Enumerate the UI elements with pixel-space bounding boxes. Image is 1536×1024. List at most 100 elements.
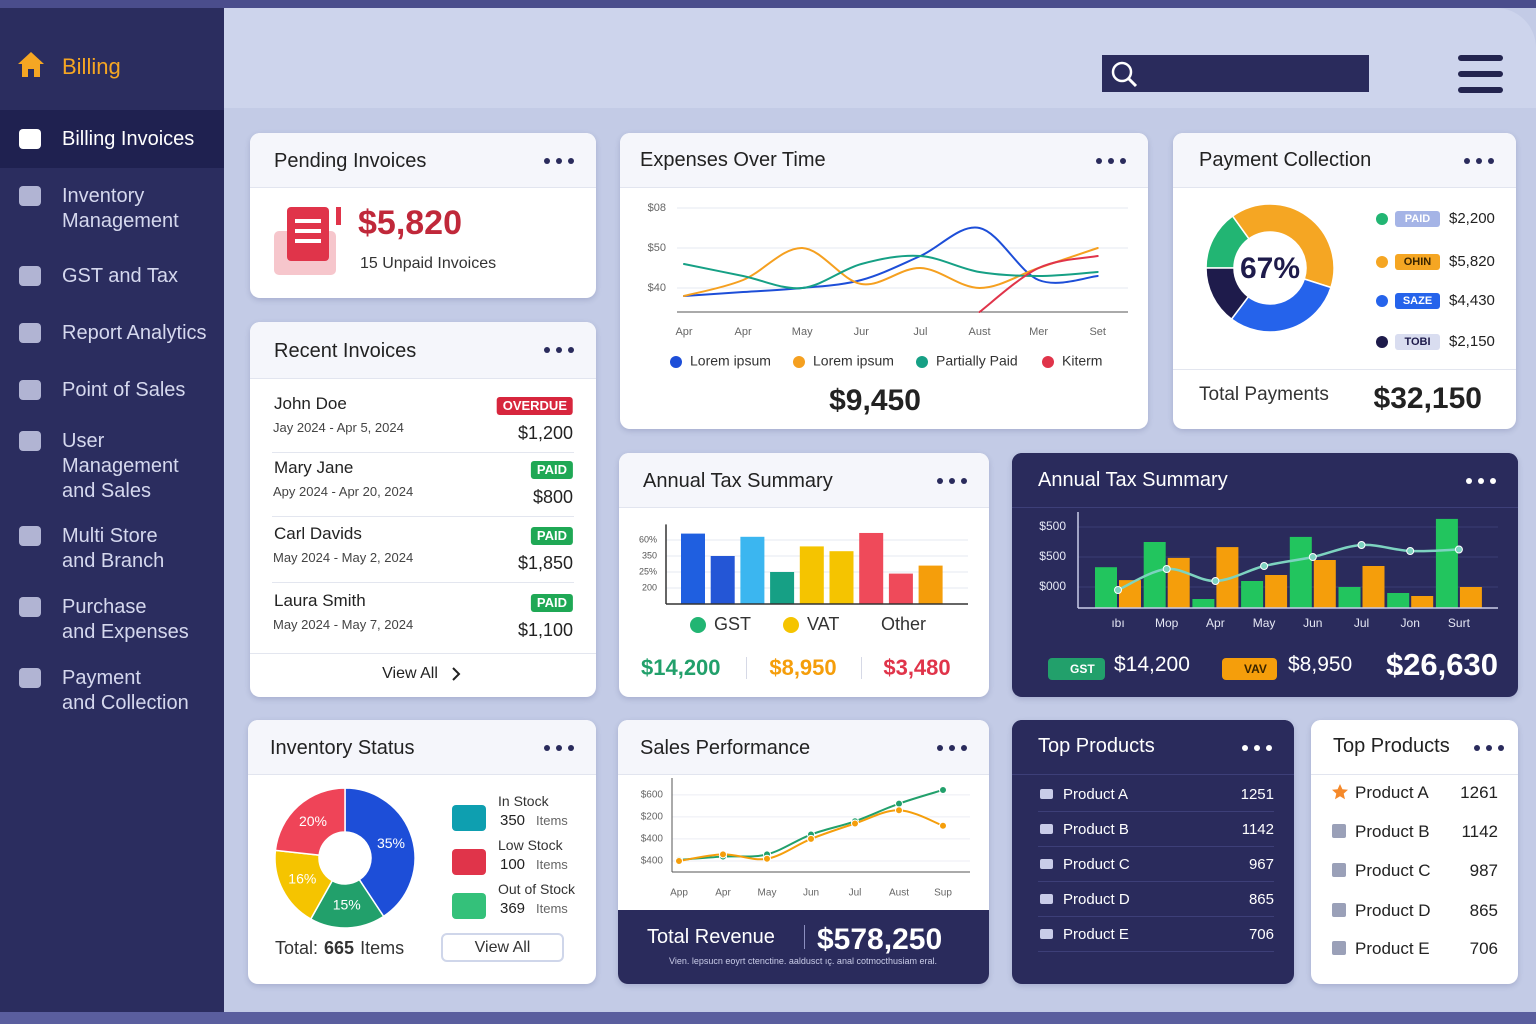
x-tick-label: Set bbox=[1089, 326, 1106, 338]
donut-slice bbox=[1205, 267, 1250, 321]
chart: $400 $400 $200 $600 App Apr May Jun Jul Aust Sup bbox=[641, 778, 970, 899]
more-menu[interactable] bbox=[544, 745, 574, 751]
menu-dot bbox=[1120, 158, 1126, 164]
x-tick-label: Jul bbox=[913, 326, 927, 338]
menu-button[interactable] bbox=[1458, 55, 1503, 93]
legend-label: Kiterm bbox=[1062, 353, 1102, 369]
chart: $000 $500 $500 ıbı Mop Apr May Jun Jul Jon Surt bbox=[1039, 512, 1498, 630]
expenses-card: Expenses Over Time $40 $50 $08 Apr Apr May Jur… bbox=[620, 133, 1148, 429]
bar bbox=[859, 532, 884, 604]
more-menu[interactable] bbox=[544, 347, 574, 353]
expenses-total: $9,450 bbox=[829, 384, 921, 417]
more-menu[interactable] bbox=[937, 745, 967, 751]
view-all-link[interactable]: View All bbox=[382, 665, 438, 682]
menu-icon bbox=[19, 526, 41, 546]
legend-value: $5,820 bbox=[1449, 253, 1495, 270]
bottom-stripe bbox=[0, 1012, 1536, 1024]
bar bbox=[1387, 593, 1410, 608]
card-header: Annual Tax Summary bbox=[1012, 453, 1518, 508]
x-tick-label: Sup bbox=[934, 888, 952, 899]
x-tick-label: May bbox=[758, 888, 777, 899]
legend-swatch bbox=[1376, 295, 1388, 307]
menu-item-label: GST and Tax bbox=[62, 264, 178, 287]
legend-count: 350 bbox=[500, 811, 526, 829]
search-icon bbox=[1111, 61, 1138, 88]
more-menu[interactable] bbox=[1242, 745, 1272, 751]
legend-swatch bbox=[916, 356, 928, 368]
x-tick-label: May bbox=[1253, 616, 1276, 630]
inventory-status-card: Inventory Status 35% 15% 16% 20% In Stock 350… bbox=[248, 720, 596, 984]
card-header: Top Products bbox=[1012, 720, 1294, 775]
x-tick-label: ıbı bbox=[1111, 616, 1124, 630]
menu-dot bbox=[1488, 158, 1494, 164]
invoice-dates: May 2024 - May 2, 2024 bbox=[273, 550, 414, 565]
menu-icon bbox=[19, 597, 41, 617]
legend-label: In Stock bbox=[498, 793, 549, 809]
menu-icon bbox=[19, 380, 41, 400]
status-badge: PAID bbox=[530, 527, 573, 545]
x-tick-label: Jur bbox=[854, 326, 870, 338]
more-menu[interactable] bbox=[544, 158, 574, 164]
product-name: Product B bbox=[1355, 821, 1430, 841]
menu-dot bbox=[556, 158, 562, 164]
legend-label: Lorem ipsum bbox=[813, 353, 894, 369]
line-point bbox=[939, 785, 947, 794]
line-point bbox=[1357, 541, 1366, 549]
customer-name: Laura Smith bbox=[274, 590, 366, 610]
legend-value: $2,200 bbox=[1449, 210, 1495, 227]
menu-dot bbox=[568, 745, 574, 751]
legend-label: PAID bbox=[1405, 213, 1431, 225]
line-point bbox=[1454, 545, 1463, 554]
more-menu[interactable] bbox=[1096, 158, 1126, 164]
view-all-button[interactable]: View All bbox=[441, 933, 564, 962]
slice-label: 35% bbox=[377, 835, 405, 851]
invoice-amount: $1,200 bbox=[517, 422, 573, 443]
bar bbox=[1192, 599, 1215, 608]
x-tick-label: Surt bbox=[1448, 616, 1471, 630]
y-tick-label: $08 bbox=[648, 202, 666, 214]
invoice-amount: $1,850 bbox=[517, 552, 573, 573]
product-value: 865 bbox=[1248, 890, 1274, 908]
divider bbox=[804, 925, 805, 949]
menu-item-label: User bbox=[62, 429, 105, 452]
more-menu[interactable] bbox=[1464, 158, 1494, 164]
tax-total: $26,630 bbox=[1385, 646, 1498, 682]
card-header: Annual Tax Summary bbox=[619, 453, 989, 508]
product-name: Product B bbox=[1063, 820, 1129, 838]
line-series bbox=[1116, 543, 1461, 592]
product-icon bbox=[1040, 929, 1053, 939]
menu-dot bbox=[568, 347, 574, 353]
product-value: 1251 bbox=[1240, 785, 1274, 803]
inventory-total: Total: 665 Items bbox=[275, 936, 404, 960]
y-tick-label: $50 bbox=[648, 242, 666, 254]
search-box[interactable] bbox=[1102, 55, 1369, 92]
legend-unit: Items bbox=[536, 857, 568, 872]
menu-item-label: Multi Store bbox=[62, 524, 158, 547]
legend-label: Out of Stock bbox=[498, 881, 576, 897]
bar bbox=[1435, 518, 1458, 608]
bar bbox=[1241, 581, 1264, 608]
more-menu[interactable] bbox=[937, 478, 967, 484]
menu-item-label: Management bbox=[62, 454, 179, 477]
menu-dot bbox=[1474, 745, 1480, 751]
donut-center-label: 67% bbox=[1240, 252, 1300, 285]
y-tick-label: $400 bbox=[641, 834, 664, 845]
bar bbox=[799, 546, 824, 604]
more-menu[interactable] bbox=[1474, 745, 1504, 751]
more-menu[interactable] bbox=[1466, 478, 1496, 484]
menu-item-label: and Branch bbox=[62, 549, 165, 572]
menu-dot bbox=[544, 158, 550, 164]
legend-swatch bbox=[783, 617, 799, 633]
y-tick-label: $40 bbox=[648, 282, 666, 294]
line-point bbox=[1406, 547, 1415, 555]
product-value: 706 bbox=[1248, 925, 1274, 943]
revenue-label: Total Revenue bbox=[647, 925, 775, 948]
product-icon bbox=[1040, 824, 1053, 834]
card-header: Top Products bbox=[1311, 720, 1518, 775]
x-tick-label: May bbox=[792, 326, 813, 338]
card-title: Sales Performance bbox=[640, 737, 811, 759]
legend-badge bbox=[1395, 211, 1440, 227]
bar bbox=[1338, 587, 1361, 608]
menu-item-label: Inventory bbox=[62, 184, 145, 207]
